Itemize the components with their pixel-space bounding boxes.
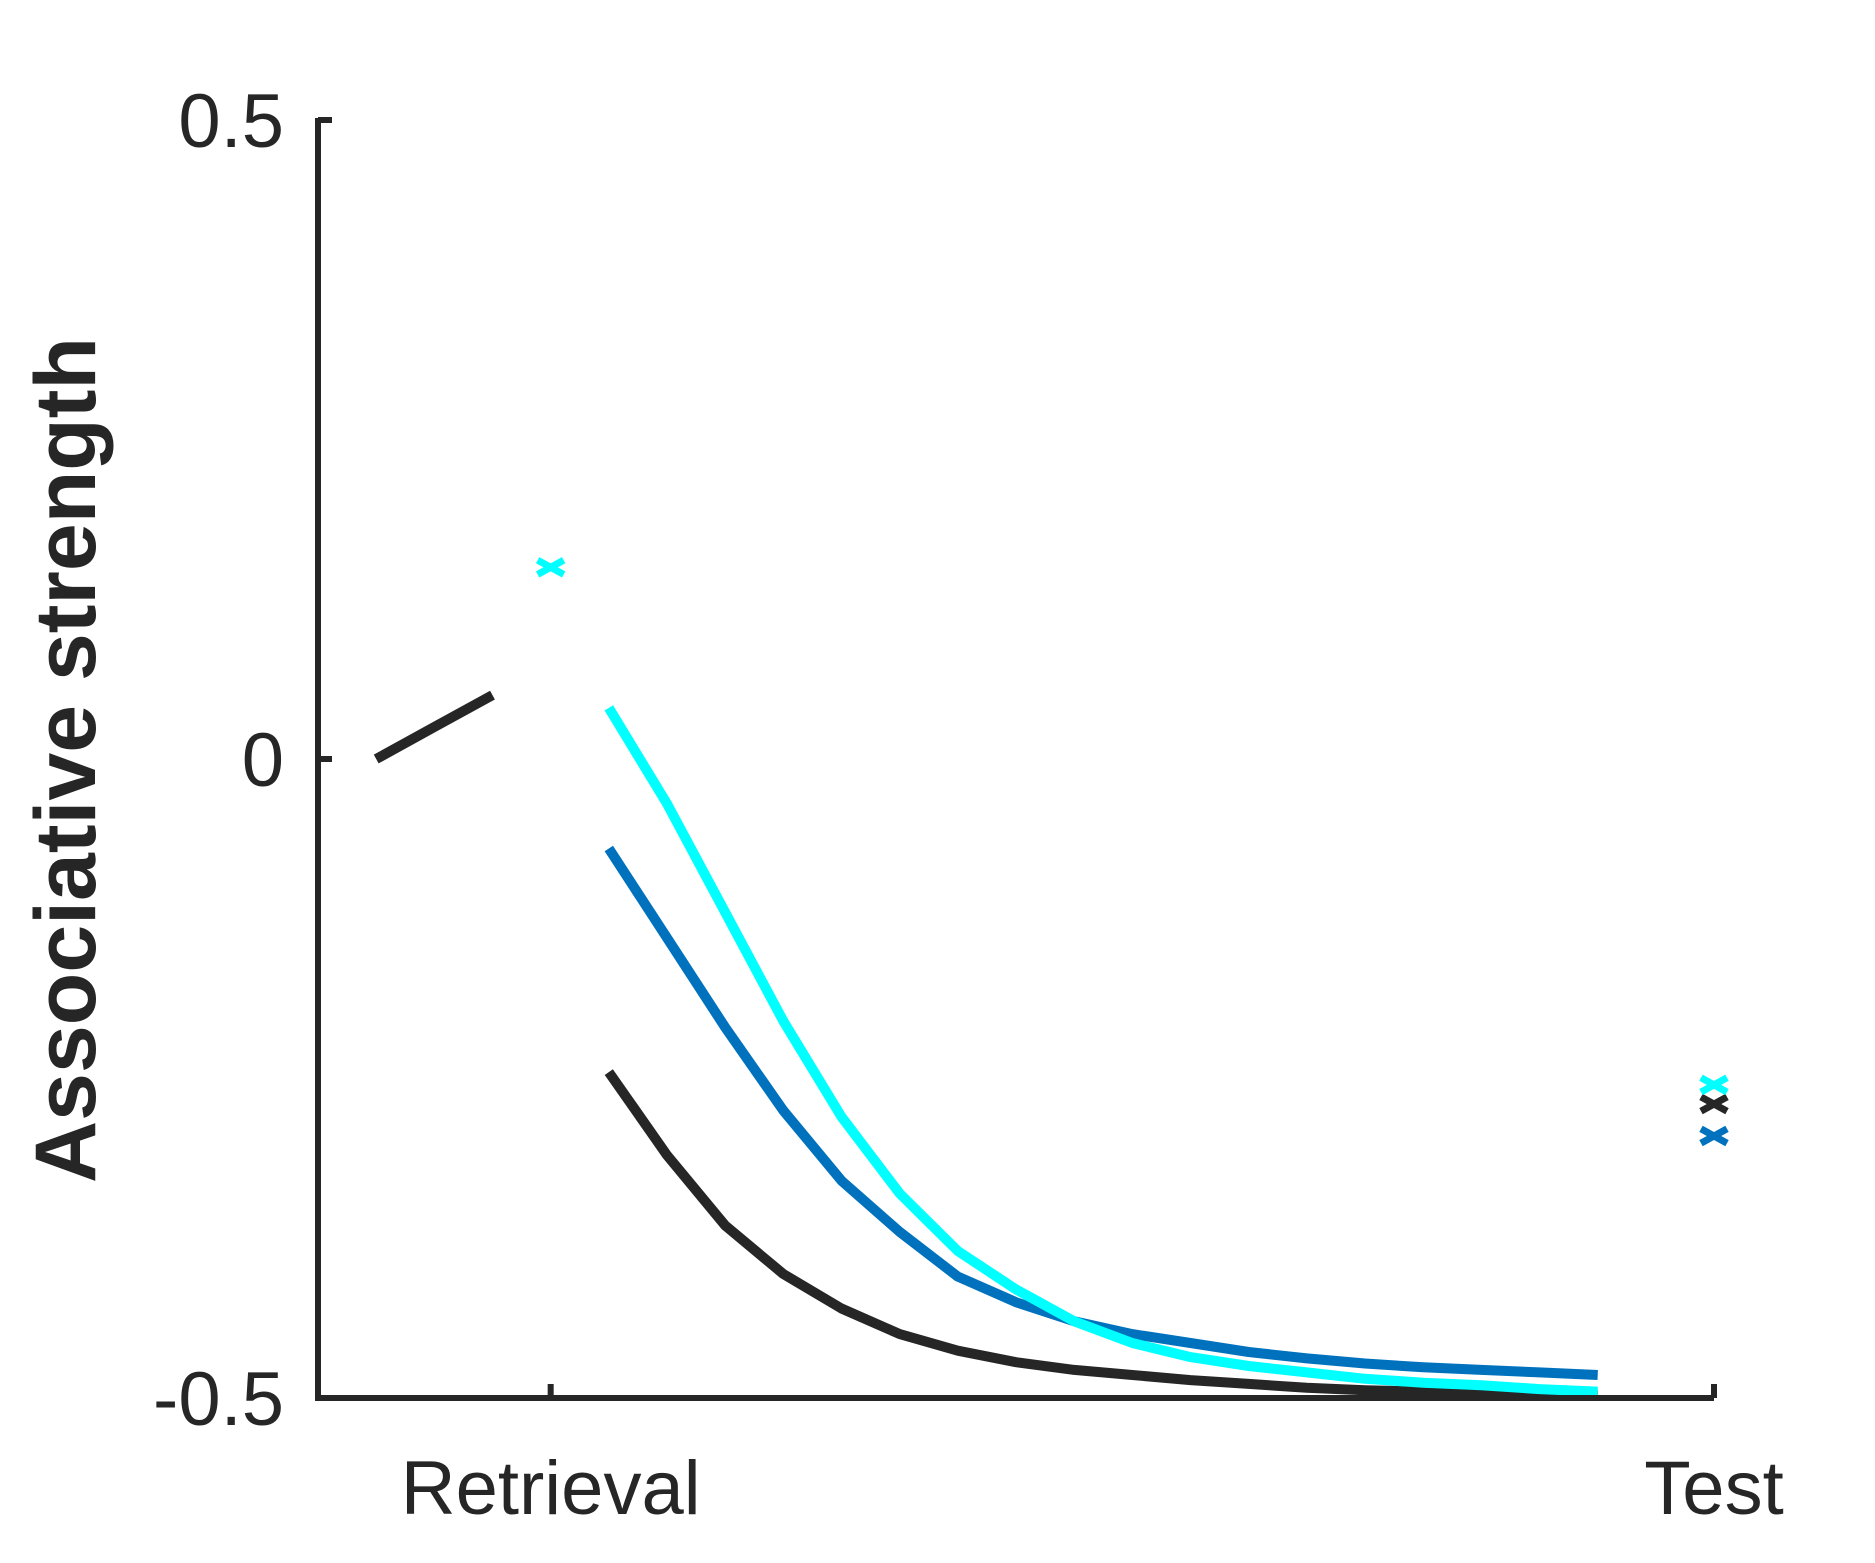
data-point-marker [535,557,566,578]
series-line [604,1069,1598,1401]
marker-stroke [1699,1093,1729,1115]
data-point-marker [1699,1125,1729,1147]
y-tick-label: -0.5 [153,1357,284,1442]
series-0 [373,690,1729,1401]
ticks: 0.5 0 -0.5 Retrieval Test [153,79,1784,1531]
marker-stroke [535,557,566,578]
y-tick-label: 0 [242,718,284,803]
series-1 [604,845,1729,1380]
data-point-marker [1699,1093,1729,1115]
series-line [373,690,495,764]
y-tick-label: 0.5 [178,79,284,164]
series-line [604,705,1598,1397]
marker-stroke [1699,1074,1729,1096]
series-line [604,845,1598,1380]
x-tick-label: Test [1644,1446,1783,1531]
marker-stroke [1699,1125,1729,1147]
series-2 [535,557,1729,1397]
plot-area [373,557,1729,1401]
y-axis-title: Associative strength [18,337,114,1183]
axes [315,118,1714,1401]
x-tick-label: Retrieval [401,1446,701,1531]
data-point-marker [1699,1074,1729,1096]
